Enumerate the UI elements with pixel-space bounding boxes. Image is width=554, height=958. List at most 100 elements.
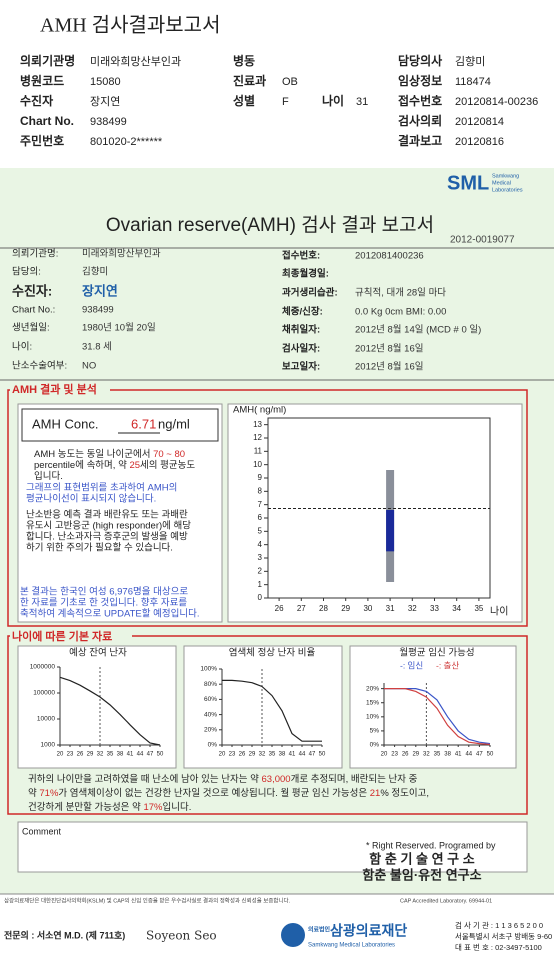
y-tick-label: 0 [258, 593, 263, 602]
x-tick-label: 26 [402, 752, 409, 758]
y-tick-label: 4 [258, 540, 263, 549]
y-tick-label: 5 [258, 526, 263, 535]
logo-sub: Medical [492, 180, 511, 186]
y-tick-label: 100% [200, 666, 217, 673]
field-value: 938499 [82, 305, 114, 316]
y-tick-label: 5% [370, 728, 380, 735]
field-label: 병동 [233, 53, 255, 68]
x-tick-label: 47 [309, 752, 316, 758]
y-tick-label: 0% [370, 742, 380, 749]
y-tick-label: 60% [204, 696, 217, 703]
field-label: 담당의: [12, 266, 41, 278]
amh-section [7, 389, 528, 627]
text-run: AMH 농도는 동일 나이군에서 [34, 449, 153, 460]
field-value: NO [82, 361, 96, 372]
y-tick-label: 10000 [37, 716, 55, 723]
x-tick-label: 29 [249, 752, 256, 758]
field-value: 20120814-00236 [455, 96, 538, 108]
summary-line: 건강하게 분만할 가능성은 약 17%입니다. [28, 801, 191, 813]
text-run: 개로 추정되며, 배란되는 난자 중 [291, 773, 418, 785]
x-tick-label: 29 [87, 752, 94, 758]
highlight: 17% [143, 802, 163, 813]
field-label: 나이 [322, 93, 344, 108]
field-label: 접수번호 [398, 93, 442, 108]
field-value: 2012081400236 [355, 251, 424, 262]
section-title: 나이에 따른 기본 자료 [12, 629, 112, 643]
mini-panel [349, 645, 517, 769]
field-label: 생년월일: [12, 322, 50, 334]
field-label: 난소수술여부: [12, 360, 67, 372]
x-axis-label: 나이 [490, 606, 508, 618]
y-tick-label: 10 [253, 460, 262, 469]
y-tick-label: 0% [208, 742, 218, 749]
x-tick-label: 29 [341, 604, 350, 613]
basics-section [7, 635, 528, 815]
x-tick-label: 20 [219, 752, 226, 758]
x-tick-label: 41 [455, 752, 462, 758]
source-line: 본 결과는 한국인 여성 6,976명을 대상으로 [20, 586, 188, 598]
field-value: 31 [356, 96, 368, 108]
field-value: F [282, 96, 289, 108]
field-label: 임상정보 [398, 73, 442, 88]
x-tick-label: 50 [487, 752, 494, 758]
field-label: Chart No.: [12, 305, 55, 316]
prediction-line: 합니다. 난소과자극 증후군의 발생을 예방 [26, 532, 188, 543]
x-tick-label: 44 [137, 752, 144, 758]
curve [384, 688, 491, 746]
text-run: 약 [28, 787, 39, 799]
mini-panel [183, 645, 343, 769]
contact-line: 대 표 번 호 : 02-3497-5100 [455, 943, 542, 952]
paragraph-line: 입니다. [34, 470, 63, 482]
text-run: percentile에 속하며, 약 [34, 459, 129, 471]
y-tick-label: 6 [258, 513, 263, 522]
comment-label: Comment [22, 826, 62, 836]
logo: SML [447, 172, 489, 194]
curve [59, 676, 161, 746]
field-value: 규칙적, 대개 28일 마다 [355, 287, 446, 299]
field-value: 장지연 [90, 95, 120, 108]
y-tick-label: 10% [366, 714, 379, 721]
contact-line: 검 사 기 관 : 1 1 3 6 5 2 0 0 [455, 920, 543, 930]
x-tick-label: 35 [107, 752, 114, 758]
x-tick-label: 41 [127, 752, 134, 758]
mini-chart-title: 예상 잔여 난자 [69, 647, 127, 659]
section-title: AMH 결과 및 분석 [12, 382, 97, 396]
notice: 삼광의료재단은 대한진단검사의학회(KSLM) 및 CAP의 신임 인증을 받은… [4, 896, 291, 904]
cap: CAP Accredited Laboratory. 69944-01 [400, 898, 492, 904]
x-tick-label: 47 [476, 752, 483, 758]
org-prefix: 의료법인 [308, 926, 331, 934]
conc-value: 6.71 [131, 416, 156, 431]
field-value: 김향미 [455, 55, 485, 68]
field-label: 주민번호 [20, 133, 64, 148]
x-tick-label: 32 [259, 752, 266, 758]
signature: Soyeon Seo [146, 929, 217, 943]
field-value: 1980년 10월 20일 [82, 322, 156, 334]
note-line: 평균나이선이 표시되지 않습니다. [26, 494, 156, 505]
section-title-bg [10, 630, 132, 643]
y-tick-label: 1 [258, 580, 263, 589]
y-tick-label: 2 [258, 566, 263, 575]
source-line: 한 자료를 기초로 한 것입니다. 향후 자료를 [20, 597, 187, 609]
text-run: 건강하게 분만할 가능성은 약 [28, 801, 143, 813]
prediction-line: 하기 위한 주의가 필요할 수 있습니다. [26, 542, 173, 554]
field-label: 진료과 [233, 73, 266, 88]
x-tick-label: 23 [391, 752, 398, 758]
field-label: 채취일자: [282, 324, 320, 336]
field-label: 수진자 [20, 93, 53, 108]
prediction-line: 유도시 고반응군 (high responder)에 해당 [26, 520, 191, 532]
page-title: AMH 검사결과보고서 [40, 14, 220, 37]
x-tick-label: 50 [157, 752, 164, 758]
x-tick-label: 32 [97, 752, 104, 758]
field-value: 2012년 8월 16일 [355, 361, 423, 373]
field-value: 2012년 8월 14일 (MCD # 0 일) [355, 324, 481, 336]
y-tick-label: 13 [253, 420, 262, 429]
x-tick-label: 44 [465, 752, 472, 758]
field-label: 검사의뢰 [398, 113, 442, 128]
y-tick-label: 11 [254, 446, 263, 455]
highlight: 70 ~ 80 [153, 449, 185, 460]
doctor: 전문의 : 서소연 M.D. (제 711호) [4, 929, 125, 940]
y-tick-label: 12 [253, 433, 262, 442]
curve [222, 679, 322, 742]
field-label: 체중/신장: [282, 306, 323, 318]
